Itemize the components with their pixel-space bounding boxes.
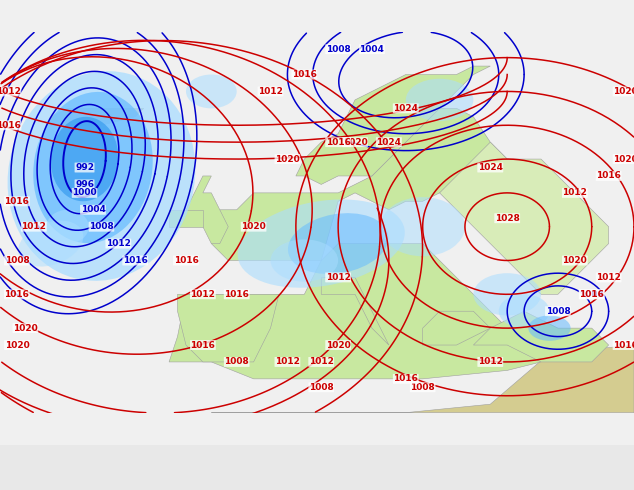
Text: 1004: 1004 [81, 205, 105, 214]
Text: 1028: 1028 [495, 214, 520, 223]
Text: 30: 30 [146, 475, 159, 485]
Text: 1016: 1016 [224, 290, 249, 299]
Text: 100: 100 [260, 475, 280, 485]
Text: 1008: 1008 [309, 383, 333, 392]
Text: 1016: 1016 [292, 70, 317, 79]
Text: 5: 5 [60, 475, 67, 485]
Polygon shape [211, 345, 634, 413]
Ellipse shape [33, 92, 153, 243]
Text: 1024: 1024 [377, 138, 401, 147]
Text: 1020: 1020 [613, 87, 634, 96]
Polygon shape [296, 66, 490, 184]
Text: 1016: 1016 [0, 121, 21, 130]
Ellipse shape [380, 197, 465, 256]
Text: 10: 10 [89, 475, 102, 485]
Text: 1012: 1012 [309, 357, 333, 367]
Text: 1020: 1020 [13, 323, 38, 333]
Text: 1016: 1016 [174, 256, 198, 265]
Text: 75: 75 [231, 475, 245, 485]
Text: 1016: 1016 [613, 341, 634, 349]
Text: Precipitation accum. [mm] ECMWF: Precipitation accum. [mm] ECMWF [3, 451, 197, 461]
Text: 1016: 1016 [190, 341, 216, 349]
Text: 1016: 1016 [393, 374, 418, 383]
Polygon shape [169, 210, 203, 227]
Text: 1024: 1024 [478, 163, 503, 172]
Text: 992: 992 [75, 163, 94, 172]
Text: 50: 50 [203, 475, 216, 485]
Text: 1016: 1016 [596, 172, 621, 180]
Ellipse shape [499, 294, 550, 328]
Text: ©weatheronline.co.uk: ©weatheronline.co.uk [514, 475, 631, 485]
Text: 1020: 1020 [241, 222, 266, 231]
Text: 1008: 1008 [4, 256, 29, 265]
Text: 1012: 1012 [275, 357, 300, 367]
Text: 1012: 1012 [0, 87, 21, 96]
Text: 1016: 1016 [4, 197, 29, 206]
Ellipse shape [46, 210, 89, 244]
Text: 1012: 1012 [596, 273, 621, 282]
Text: 1008: 1008 [89, 222, 114, 231]
Polygon shape [178, 294, 279, 362]
Text: 1012: 1012 [190, 290, 216, 299]
Text: 1020: 1020 [342, 138, 368, 147]
Ellipse shape [271, 240, 338, 282]
Ellipse shape [474, 273, 541, 316]
Text: 1012: 1012 [258, 87, 283, 96]
Ellipse shape [51, 117, 119, 201]
Text: 1008: 1008 [545, 307, 571, 316]
Text: 1008: 1008 [410, 383, 435, 392]
Ellipse shape [8, 71, 195, 281]
Text: 150: 150 [288, 475, 309, 485]
Ellipse shape [238, 199, 404, 288]
Text: 1000: 1000 [72, 188, 97, 197]
Ellipse shape [288, 213, 389, 274]
Text: 1012: 1012 [478, 357, 503, 367]
Text: 1004: 1004 [579, 290, 604, 299]
Text: 1020: 1020 [275, 154, 300, 164]
Text: 1012: 1012 [106, 239, 131, 248]
Text: 1008: 1008 [224, 357, 249, 367]
Text: 1016: 1016 [4, 290, 29, 299]
Polygon shape [439, 142, 609, 294]
Text: 1012: 1012 [562, 188, 587, 197]
Ellipse shape [18, 220, 83, 267]
Text: 1024: 1024 [393, 104, 418, 113]
Text: 1004: 1004 [359, 45, 384, 54]
Text: 1008: 1008 [326, 45, 351, 54]
Text: 1012: 1012 [326, 273, 351, 282]
Ellipse shape [406, 79, 474, 121]
Ellipse shape [186, 74, 236, 108]
Text: 200: 200 [317, 475, 337, 485]
Polygon shape [423, 311, 490, 345]
Polygon shape [186, 176, 228, 244]
Text: 1020: 1020 [613, 154, 634, 164]
Text: Fr 24-05-2024 15:00 UTC (12+03): Fr 24-05-2024 15:00 UTC (12+03) [437, 451, 631, 461]
Text: 2: 2 [32, 475, 39, 485]
Text: 1012: 1012 [22, 222, 46, 231]
Text: 1020: 1020 [326, 341, 351, 349]
Polygon shape [321, 277, 389, 345]
Text: 20: 20 [117, 475, 131, 485]
Polygon shape [51, 108, 144, 125]
Text: 40: 40 [174, 475, 188, 485]
Text: 1016: 1016 [123, 256, 148, 265]
Polygon shape [169, 108, 541, 379]
Text: 1016: 1016 [579, 290, 604, 299]
Polygon shape [474, 311, 609, 362]
Text: 1016: 1016 [326, 138, 351, 147]
Text: 1020: 1020 [4, 341, 29, 349]
Text: 996: 996 [75, 180, 94, 189]
Ellipse shape [528, 316, 571, 341]
Text: 0.5: 0.5 [3, 475, 23, 485]
Text: 1020: 1020 [562, 256, 587, 265]
